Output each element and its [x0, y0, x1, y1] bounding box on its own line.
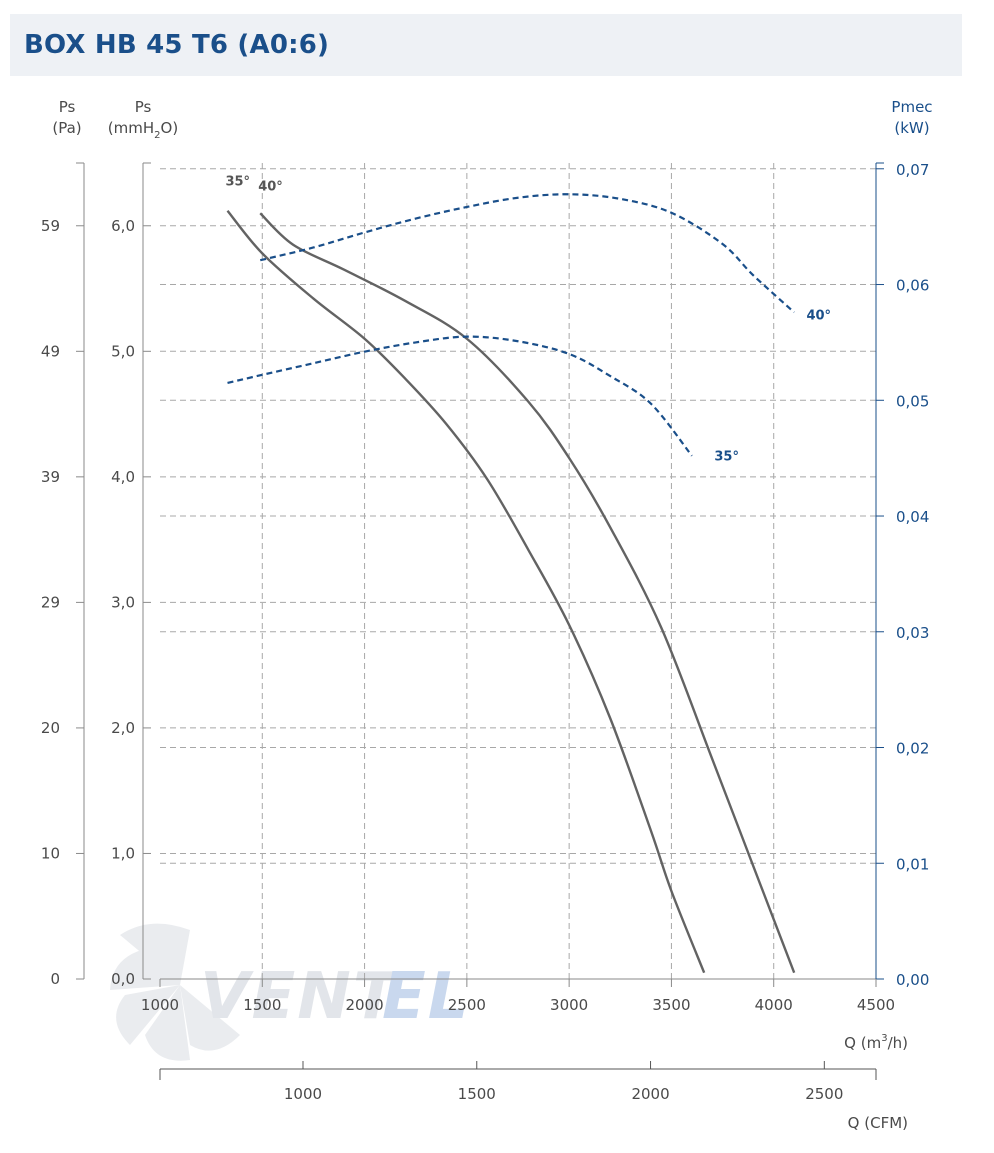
y-left-mm-tick-label: 2,0 — [111, 719, 135, 737]
power-curve-label: 40° — [806, 308, 831, 323]
y-right-tick-label: 0,07 — [896, 161, 929, 179]
axes — [76, 162, 884, 1080]
pressure-curve-40deg — [259, 212, 796, 974]
y-left-mm-label-line2: (mmH2O) — [108, 119, 178, 141]
y-right-tick-label: 0,06 — [896, 277, 929, 295]
y-left-mm-label-sub: 2 — [154, 130, 160, 141]
y-right-label-line1: Pmec — [891, 98, 932, 116]
x-axis-tick-label: 3000 — [550, 996, 588, 1014]
x-axis-tick-label: 3500 — [652, 996, 690, 1014]
watermark-brand-right: EL — [382, 960, 471, 1034]
y-left-pa-tick-label: 20 — [41, 719, 60, 737]
x-axis-tick-label: 2500 — [448, 996, 486, 1014]
x-axis-tick-label: 4000 — [755, 996, 793, 1014]
y-right-tick-label: 0,05 — [896, 392, 929, 410]
y-left-pa-tick-label: 29 — [41, 593, 60, 611]
y-left-pa-tick-label: 10 — [41, 844, 60, 862]
pressure-curve-35deg — [226, 209, 706, 974]
y-left-pa-tick-label: 49 — [41, 342, 60, 360]
x-axis-tick-label: 2000 — [345, 996, 383, 1014]
y-right-label-line2: (kW) — [894, 119, 929, 137]
power-curve-40deg — [259, 193, 795, 314]
y-left-pa-tick-label: 39 — [41, 468, 60, 486]
grid-lines — [160, 163, 876, 979]
y-left-mm-label-part3: O) — [161, 119, 179, 137]
x-axis-label-part1: Q (m — [844, 1034, 881, 1052]
y-left-mm-tick-label: 6,0 — [111, 217, 135, 235]
title-bar: BOX HB 45 T6 (A0:6) — [10, 14, 962, 76]
y-left-pa-label-line2: (Pa) — [52, 119, 81, 137]
labels: Ps (Pa) Ps (mmH2O) Pmec (kW) Q (m3/h) Q … — [41, 98, 933, 1132]
power-curve-label: 35° — [714, 449, 739, 464]
y-left-mm-tick-label: 1,0 — [111, 844, 135, 862]
x-axis-tick-label: 1000 — [141, 996, 179, 1014]
curves — [226, 193, 796, 974]
pressure-curve-label: 35° — [225, 175, 250, 190]
y-right-tick-label: 0,02 — [896, 740, 929, 758]
y-left-mm-label-line1: Ps — [135, 98, 152, 116]
watermark-brand-left: VENT — [200, 960, 401, 1034]
y-right-tick-label: 0,04 — [896, 508, 929, 526]
x-axis-tick-label: 4500 — [857, 996, 895, 1014]
power-curve-35deg — [227, 335, 693, 457]
x-cfm-axis-label: Q (CFM) — [848, 1114, 908, 1132]
y-right-tick-label: 0,01 — [896, 855, 929, 873]
y-left-mm-label-part1: (mmH — [108, 119, 154, 137]
y-left-pa-label-line1: Ps — [59, 98, 76, 116]
x-cfm-axis-tick-label: 1000 — [284, 1085, 322, 1103]
chart-title: BOX HB 45 T6 (A0:6) — [24, 30, 330, 60]
pressure-curve-label: 40° — [258, 180, 283, 195]
y-right-tick-label: 0,03 — [896, 624, 929, 642]
y-left-mm-tick-label: 4,0 — [111, 468, 135, 486]
y-left-mm-tick-label: 0,0 — [111, 970, 135, 988]
x-cfm-axis-tick-label: 2000 — [631, 1085, 669, 1103]
watermark: VENT EL — [110, 923, 471, 1061]
x-cfm-axis-tick-label: 1500 — [458, 1085, 496, 1103]
y-right-tick-label: 0,00 — [896, 971, 929, 989]
y-left-pa-tick-label: 59 — [41, 217, 60, 235]
x-cfm-axis-tick-label: 2500 — [805, 1085, 843, 1103]
x-axis-tick-label: 1500 — [243, 996, 281, 1014]
x-axis-label: Q (m3/h) — [844, 1033, 908, 1052]
x-axis-label-sup: 3 — [881, 1033, 887, 1044]
y-left-mm-tick-label: 5,0 — [111, 342, 135, 360]
y-left-pa-tick-label: 0 — [50, 970, 60, 988]
x-axis-label-part3: /h) — [888, 1034, 908, 1052]
y-left-mm-tick-label: 3,0 — [111, 593, 135, 611]
